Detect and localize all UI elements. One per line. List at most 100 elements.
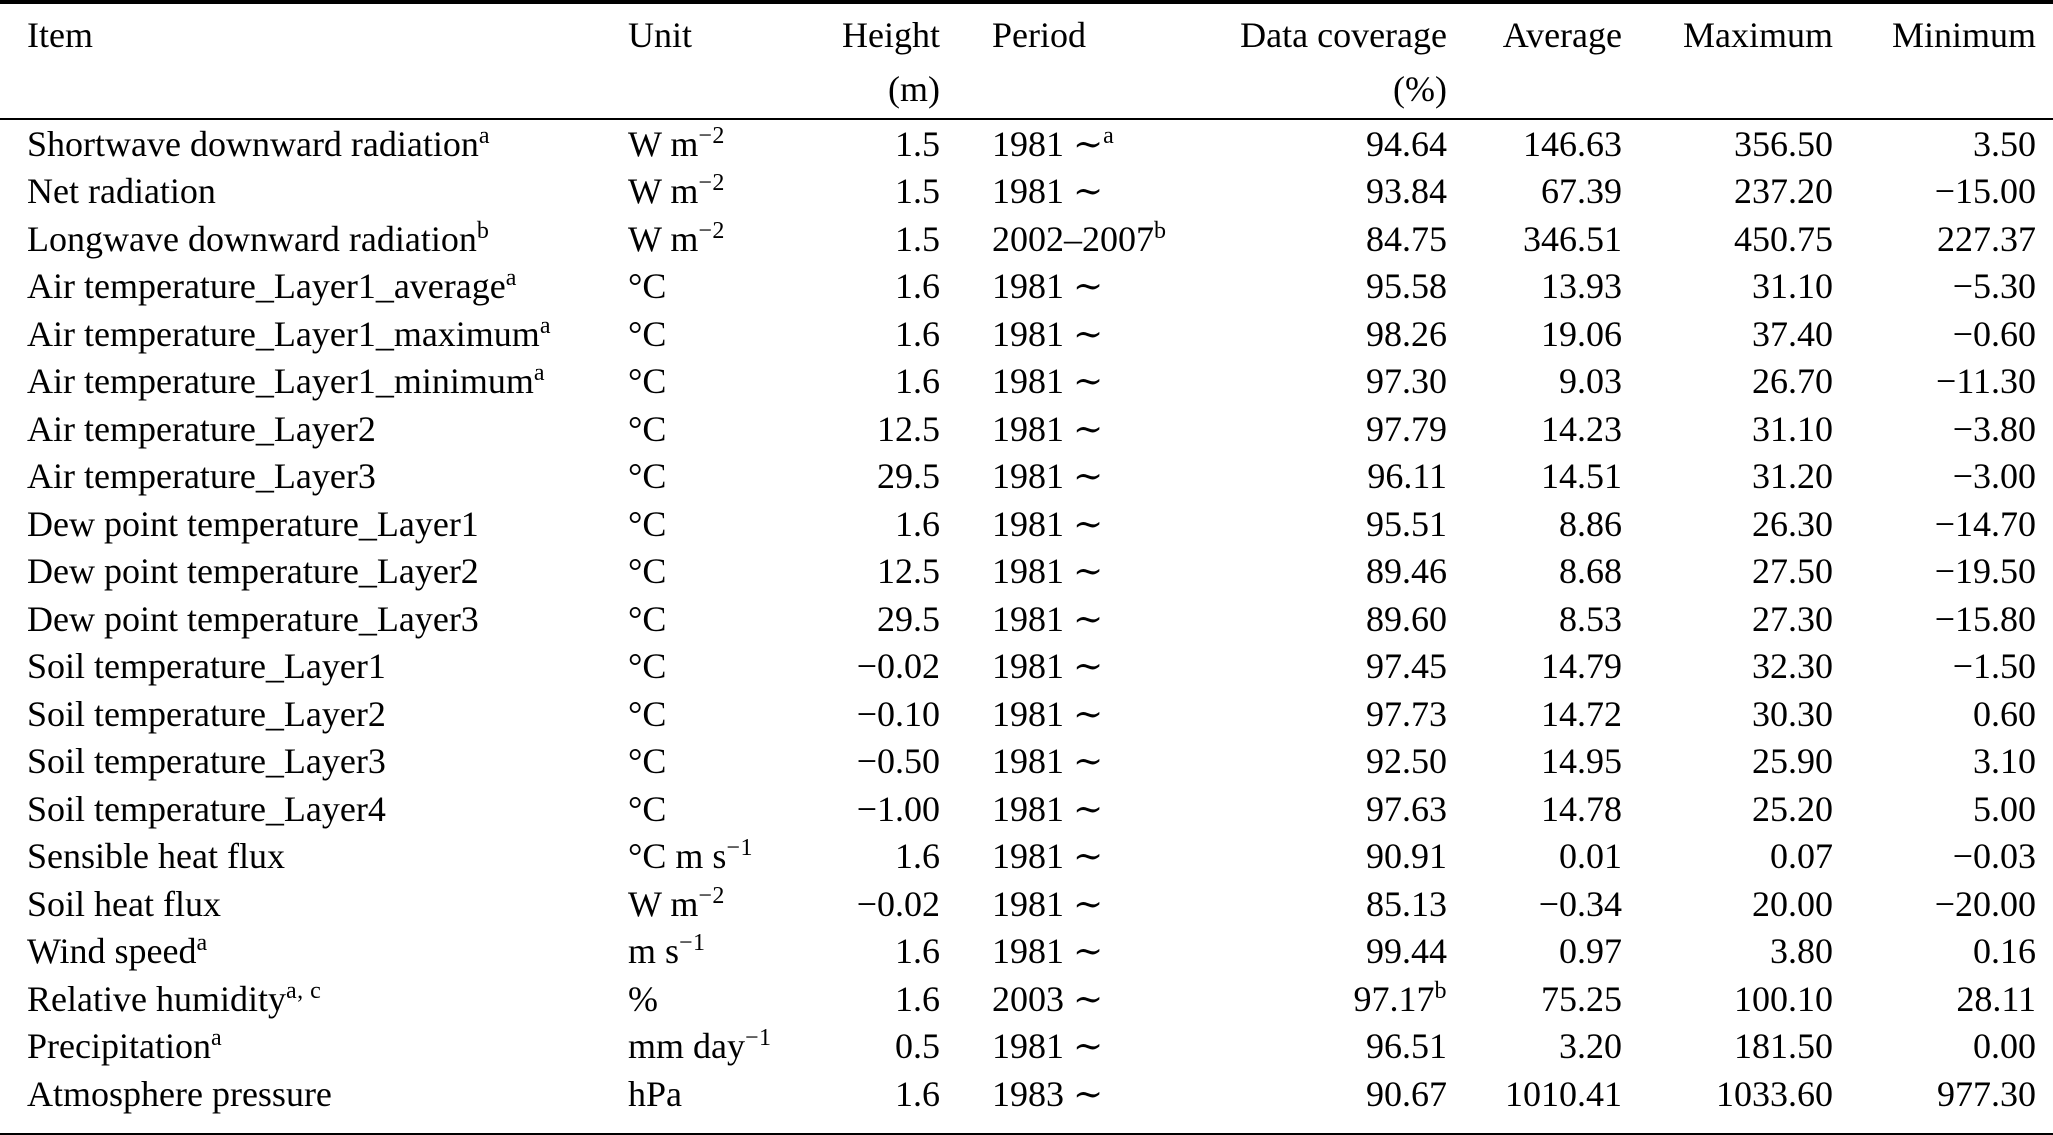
item-label: Atmosphere pressure	[27, 1073, 332, 1114]
item-label: Soil heat flux	[27, 883, 221, 924]
unit-cell: °C	[628, 500, 812, 548]
average-cell: 8.68	[1559, 551, 1622, 592]
column-label: Data coverage	[1240, 15, 1447, 55]
item-cell: Net radiation	[0, 168, 628, 216]
coverage-value: 98.26	[1366, 313, 1447, 354]
data-coverage-cell: 97.79	[1160, 405, 1447, 453]
maximum-cell: 450.75	[1734, 218, 1833, 259]
unit-label: W m	[628, 218, 699, 259]
height-cell: 0.5	[895, 1026, 940, 1067]
period-cell: 1981 ∼	[940, 928, 1160, 976]
footnote-marker: a	[1103, 122, 1115, 149]
unit-label: °C	[628, 313, 667, 354]
maximum-cell: 0.07	[1770, 836, 1833, 877]
average-cell: 14.72	[1541, 693, 1622, 734]
period-cell: 1981 ∼	[940, 643, 1160, 691]
column-unit-label	[628, 62, 812, 116]
height-cell: −0.02	[856, 646, 940, 687]
minimum-cell: 3.50	[1973, 123, 2036, 164]
footnote-marker: a	[196, 930, 208, 957]
height-cell: 29.5	[877, 598, 940, 639]
minimum-cell: −3.80	[1952, 408, 2036, 449]
average-cell: 75.25	[1541, 978, 1622, 1019]
coverage-value: 84.75	[1366, 218, 1447, 259]
unit-cell: m s−1	[628, 928, 812, 976]
unit-cell: °C	[628, 595, 812, 643]
item-label: Longwave downward radiation	[27, 218, 477, 259]
period-cell: 1981 ∼	[940, 833, 1160, 881]
period-cell: 1981 ∼	[940, 690, 1160, 738]
maximum-cell: 181.50	[1734, 1026, 1833, 1067]
height-cell: −0.02	[856, 883, 940, 924]
average-cell: 19.06	[1541, 313, 1622, 354]
period-label: 1981 ∼	[992, 408, 1104, 449]
period-label: 1981 ∼	[992, 598, 1104, 639]
period-cell: 1981 ∼	[940, 263, 1160, 311]
maximum-cell: 3.80	[1770, 931, 1833, 972]
period-label: 1981 ∼	[992, 503, 1104, 544]
period-label: 1981 ∼	[992, 836, 1104, 877]
table-header: Item Unit Height (m) Period Data coverag…	[0, 2, 2053, 120]
unit-label: hPa	[628, 1073, 682, 1114]
item-label: Dew point temperature_Layer3	[27, 598, 479, 639]
coverage-value: 96.51	[1366, 1026, 1447, 1067]
maximum-cell: 237.20	[1734, 171, 1833, 212]
column-header-average: Average	[1447, 2, 1622, 120]
coverage-value: 97.63	[1366, 788, 1447, 829]
minimum-cell: 3.10	[1973, 741, 2036, 782]
coverage-value: 89.46	[1366, 551, 1447, 592]
coverage-value: 97.45	[1366, 646, 1447, 687]
unit-cell: W m−2	[628, 215, 812, 263]
minimum-cell: −14.70	[1934, 503, 2036, 544]
footnote-marker: b	[1434, 977, 1447, 1004]
table-row: Dew point temperature_Layer1 °C 1.6 1981…	[0, 500, 2053, 548]
table-row: Dew point temperature_Layer3 °C 29.5 198…	[0, 595, 2053, 643]
table-row: Sensible heat flux °C m s−1 1.6 1981 ∼ 9…	[0, 833, 2053, 881]
item-label: Soil temperature_Layer4	[27, 788, 386, 829]
period-cell: 1981 ∼	[940, 358, 1160, 406]
period-label: 2003 ∼	[992, 978, 1104, 1019]
item-cell: Air temperature_Layer1_averagea	[0, 263, 628, 311]
item-cell: Air temperature_Layer2	[0, 405, 628, 453]
unit-label: °C	[628, 266, 667, 307]
coverage-value: 97.73	[1366, 693, 1447, 734]
unit-cell: °C	[628, 690, 812, 738]
average-cell: 14.78	[1541, 788, 1622, 829]
table-row: Air temperature_Layer3 °C 29.5 1981 ∼ 96…	[0, 453, 2053, 501]
minimum-cell: −3.00	[1952, 456, 2036, 497]
coverage-value: 97.79	[1366, 408, 1447, 449]
period-label: 1981 ∼	[992, 883, 1104, 924]
height-cell: 1.6	[895, 313, 940, 354]
data-coverage-cell: 84.75	[1160, 215, 1447, 263]
coverage-value: 94.64	[1366, 123, 1447, 164]
item-cell: Atmosphere pressure	[0, 1070, 628, 1135]
maximum-cell: 26.30	[1752, 503, 1833, 544]
unit-label: °C	[628, 456, 667, 497]
data-coverage-cell: 93.84	[1160, 168, 1447, 216]
period-label: 2002–2007	[992, 218, 1154, 259]
data-coverage-cell: 99.44	[1160, 928, 1447, 976]
maximum-cell: 30.30	[1752, 693, 1833, 734]
footnote-marker: b	[1154, 217, 1167, 244]
maximum-cell: 31.20	[1752, 456, 1833, 497]
table-row: Precipitationa mm day−1 0.5 1981 ∼ 96.51…	[0, 1023, 2053, 1071]
average-cell: 3.20	[1559, 1026, 1622, 1067]
period-label: 1981 ∼	[992, 313, 1104, 354]
period-label: 1981 ∼	[992, 456, 1104, 497]
item-cell: Dew point temperature_Layer2	[0, 548, 628, 596]
column-label: Item	[27, 15, 93, 55]
height-cell: −0.10	[856, 693, 940, 734]
period-label: 1981 ∼	[992, 551, 1104, 592]
column-unit-label: (m)	[888, 69, 940, 109]
period-cell: 1981 ∼	[940, 453, 1160, 501]
period-cell: 1981 ∼	[940, 738, 1160, 786]
column-unit-label	[992, 62, 1160, 116]
unit-cell: °C	[628, 738, 812, 786]
table-row: Wind speeda m s−1 1.6 1981 ∼ 99.44 0.97 …	[0, 928, 2053, 976]
unit-cell: hPa	[628, 1070, 812, 1135]
data-coverage-cell: 95.51	[1160, 500, 1447, 548]
item-label: Soil temperature_Layer3	[27, 741, 386, 782]
item-label: Net radiation	[27, 171, 216, 212]
item-cell: Air temperature_Layer1_maximuma	[0, 310, 628, 358]
item-label: Air temperature_Layer1_average	[27, 266, 506, 307]
